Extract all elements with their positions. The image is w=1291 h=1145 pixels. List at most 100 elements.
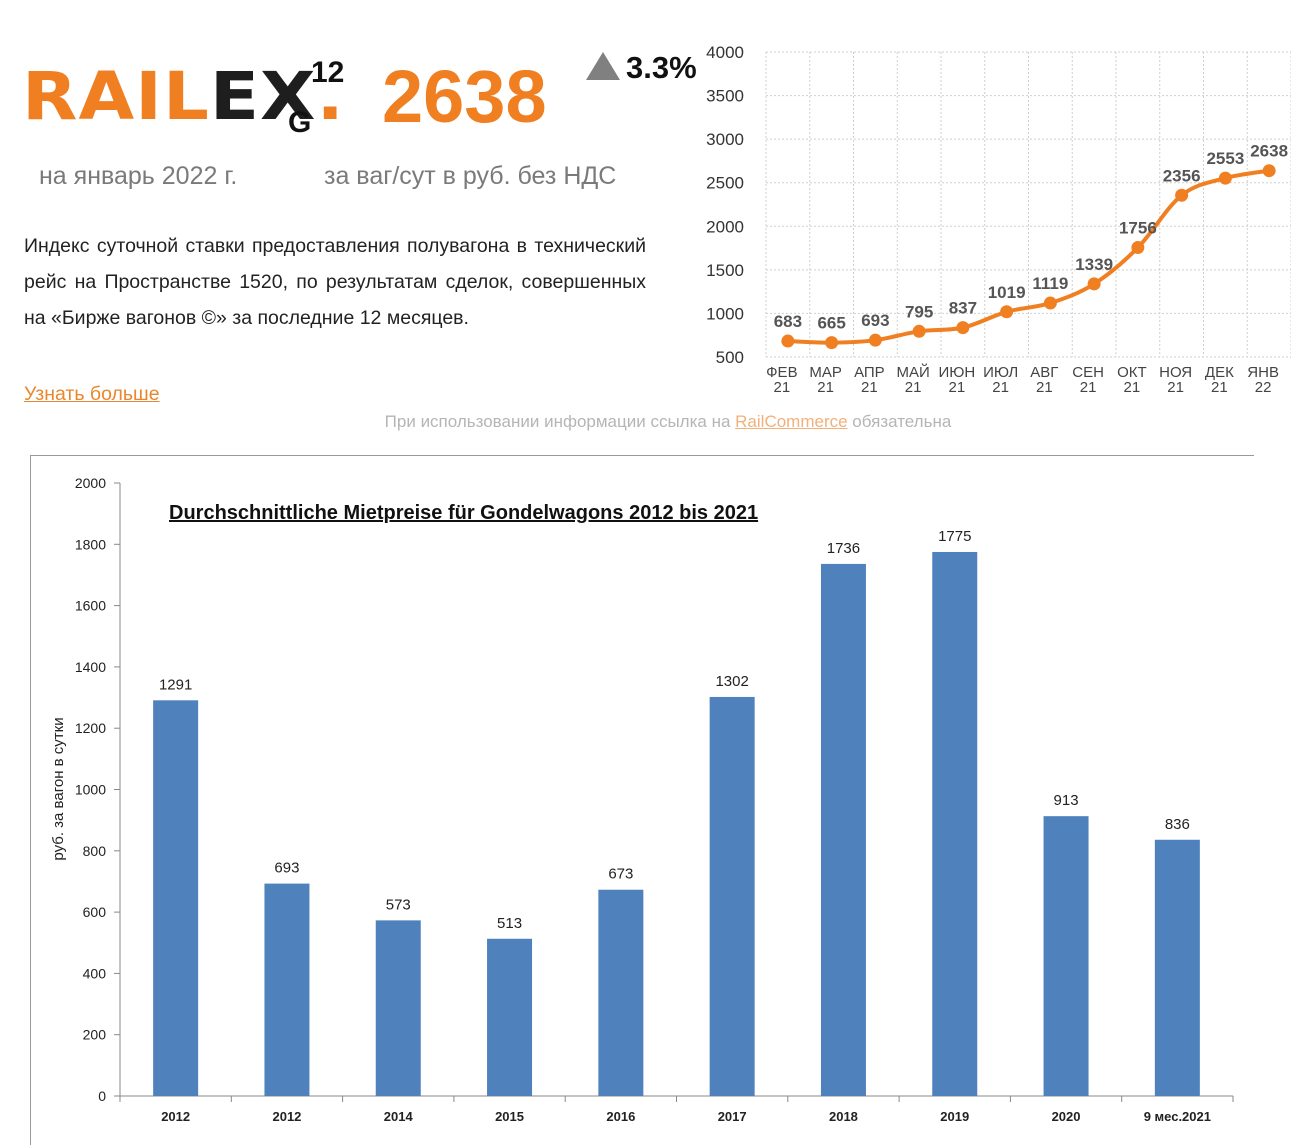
line-point <box>1218 171 1232 185</box>
learn-more-link[interactable]: Узнать больше <box>24 383 160 405</box>
bar-data-label: 513 <box>497 915 522 932</box>
logo-superscript: 12 <box>311 56 345 89</box>
line-y-tick-label: 500 <box>716 348 744 367</box>
railex-logo: RAILEX. <box>22 63 345 129</box>
bar-x-tick-label: 2012 <box>161 1109 190 1124</box>
bar-data-label: 1302 <box>715 673 748 690</box>
line-y-tick-label: 2000 <box>706 217 744 236</box>
bar-x-tick-label: 2016 <box>606 1109 635 1124</box>
bar-data-label: 573 <box>386 896 411 913</box>
bar-y-tick-label: 2000 <box>75 475 106 491</box>
line-point <box>956 321 970 335</box>
line-x-tick-label: МАР <box>809 364 842 381</box>
line-x-tick-label: ЯНВ <box>1247 364 1279 381</box>
bar-x-tick-label: 2015 <box>495 1109 524 1124</box>
line-x-tick-label-year: 21 <box>1211 379 1228 396</box>
bar-y-axis-label: руб. за вагон в сутки <box>50 717 67 860</box>
line-data-label: 665 <box>817 314 845 333</box>
source-note-after: обязательна <box>847 412 952 431</box>
up-triangle-icon <box>586 52 620 80</box>
line-y-tick-label: 4000 <box>706 43 744 62</box>
bar <box>598 889 644 1096</box>
line-x-tick-label: МАЙ <box>896 363 929 381</box>
line-x-tick-label-year: 21 <box>1036 379 1053 396</box>
line-point <box>912 324 926 338</box>
bar-data-label: 836 <box>1165 816 1190 833</box>
logo-ex: EX <box>209 57 317 135</box>
logo-rail: RAIL <box>22 57 210 135</box>
line-data-label: 2553 <box>1206 149 1244 168</box>
line-x-tick-label: СЕН <box>1072 364 1104 381</box>
line-x-tick-label: ИЮЛ <box>983 364 1018 381</box>
line-x-tick-label-year: 21 <box>949 379 966 396</box>
line-point <box>1087 277 1101 291</box>
line-point <box>1131 241 1145 255</box>
line-x-tick-label-year: 22 <box>1255 379 1272 396</box>
line-point <box>1000 305 1014 319</box>
source-note-before: При использовании информации ссылка на <box>384 412 736 431</box>
bar-x-tick-label: 2020 <box>1052 1109 1081 1124</box>
bar-x-tick-label: 2017 <box>718 1109 747 1124</box>
bar <box>153 700 199 1096</box>
line-point <box>825 336 839 350</box>
bar-chart-frame <box>30 455 1254 1145</box>
source-note: При использовании информации ссылка на R… <box>0 412 1291 432</box>
line-x-tick-label-year: 21 <box>1080 379 1097 396</box>
logo-subscript: G <box>288 106 312 139</box>
line-data-label: 837 <box>949 299 977 318</box>
line-point <box>868 333 882 347</box>
bar <box>487 938 533 1096</box>
bar-chart: 0 200 400 600 800 1000 1200 1400 1600 1800 2000 129… <box>50 475 1234 1124</box>
unit-text: за ваг/сут в руб. без НДС <box>324 162 617 190</box>
line-data-label: 1756 <box>1119 219 1157 238</box>
line-point <box>1043 296 1057 310</box>
line-data-label: 693 <box>861 311 889 330</box>
line-data-label: 2356 <box>1163 166 1201 185</box>
line-data-label: 795 <box>905 302 933 321</box>
bar-y-tick-label: 1800 <box>75 536 106 552</box>
line-data-label: 683 <box>774 312 802 331</box>
bar-x-tick-label: 2018 <box>829 1109 858 1124</box>
bar-y-tick-label: 600 <box>83 904 107 920</box>
line-chart: 500 1000 1500 2000 2500 3000 3500 4000 683 665 693… <box>706 43 1291 396</box>
logo-dot: . <box>316 57 345 135</box>
line-x-tick-label: АВГ <box>1030 364 1058 381</box>
line-x-tick-label-year: 21 <box>774 379 791 396</box>
line-y-tick-label: 2500 <box>706 174 744 193</box>
bar-y-tick-label: 200 <box>83 1027 107 1043</box>
line-x-tick-label-year: 21 <box>861 379 878 396</box>
bar <box>932 551 978 1096</box>
date-text: на январь 2022 г. <box>39 162 238 190</box>
bar <box>375 920 421 1096</box>
line-point <box>781 334 795 348</box>
line-point <box>1175 188 1189 202</box>
bar-data-label: 1775 <box>938 528 971 545</box>
railcommerce-link[interactable]: RailCommerce <box>735 412 848 431</box>
bar-x-tick-label: 2019 <box>940 1109 969 1124</box>
bar <box>1154 839 1200 1096</box>
bar-chart-title: Durchschnittliche Mietpreise für Gondelw… <box>169 502 758 524</box>
bar <box>264 883 310 1096</box>
line-x-tick-label-year: 21 <box>992 379 1009 396</box>
line-x-tick-label-year: 21 <box>817 379 834 396</box>
bar-x-tick-label: 9 мес.2021 <box>1144 1109 1211 1124</box>
line-y-tick-label: 1000 <box>706 304 744 323</box>
bar-data-label: 673 <box>608 866 633 883</box>
line-x-tick-label: ИЮН <box>938 364 975 381</box>
bar-y-tick-label: 800 <box>83 843 107 859</box>
index-value: 2638 <box>382 55 547 138</box>
line-x-tick-label: ФЕВ <box>766 364 797 381</box>
bar-y-tick-label: 400 <box>83 965 107 981</box>
line-x-tick-label-year: 21 <box>905 379 922 396</box>
bar-y-tick-label: 1600 <box>75 598 106 614</box>
bar-data-label: 1291 <box>159 676 192 693</box>
bar <box>1043 816 1089 1096</box>
line-y-tick-label: 3500 <box>706 87 744 106</box>
line-x-tick-label: АПР <box>854 364 885 381</box>
line-data-label: 2638 <box>1250 142 1288 161</box>
line-data-label: 1019 <box>988 283 1026 302</box>
bar-y-tick-label: 1000 <box>75 782 106 798</box>
line-data-label: 1119 <box>1032 274 1068 293</box>
bar-data-label: 1736 <box>827 540 860 557</box>
bar-x-tick-label: 2012 <box>272 1109 301 1124</box>
